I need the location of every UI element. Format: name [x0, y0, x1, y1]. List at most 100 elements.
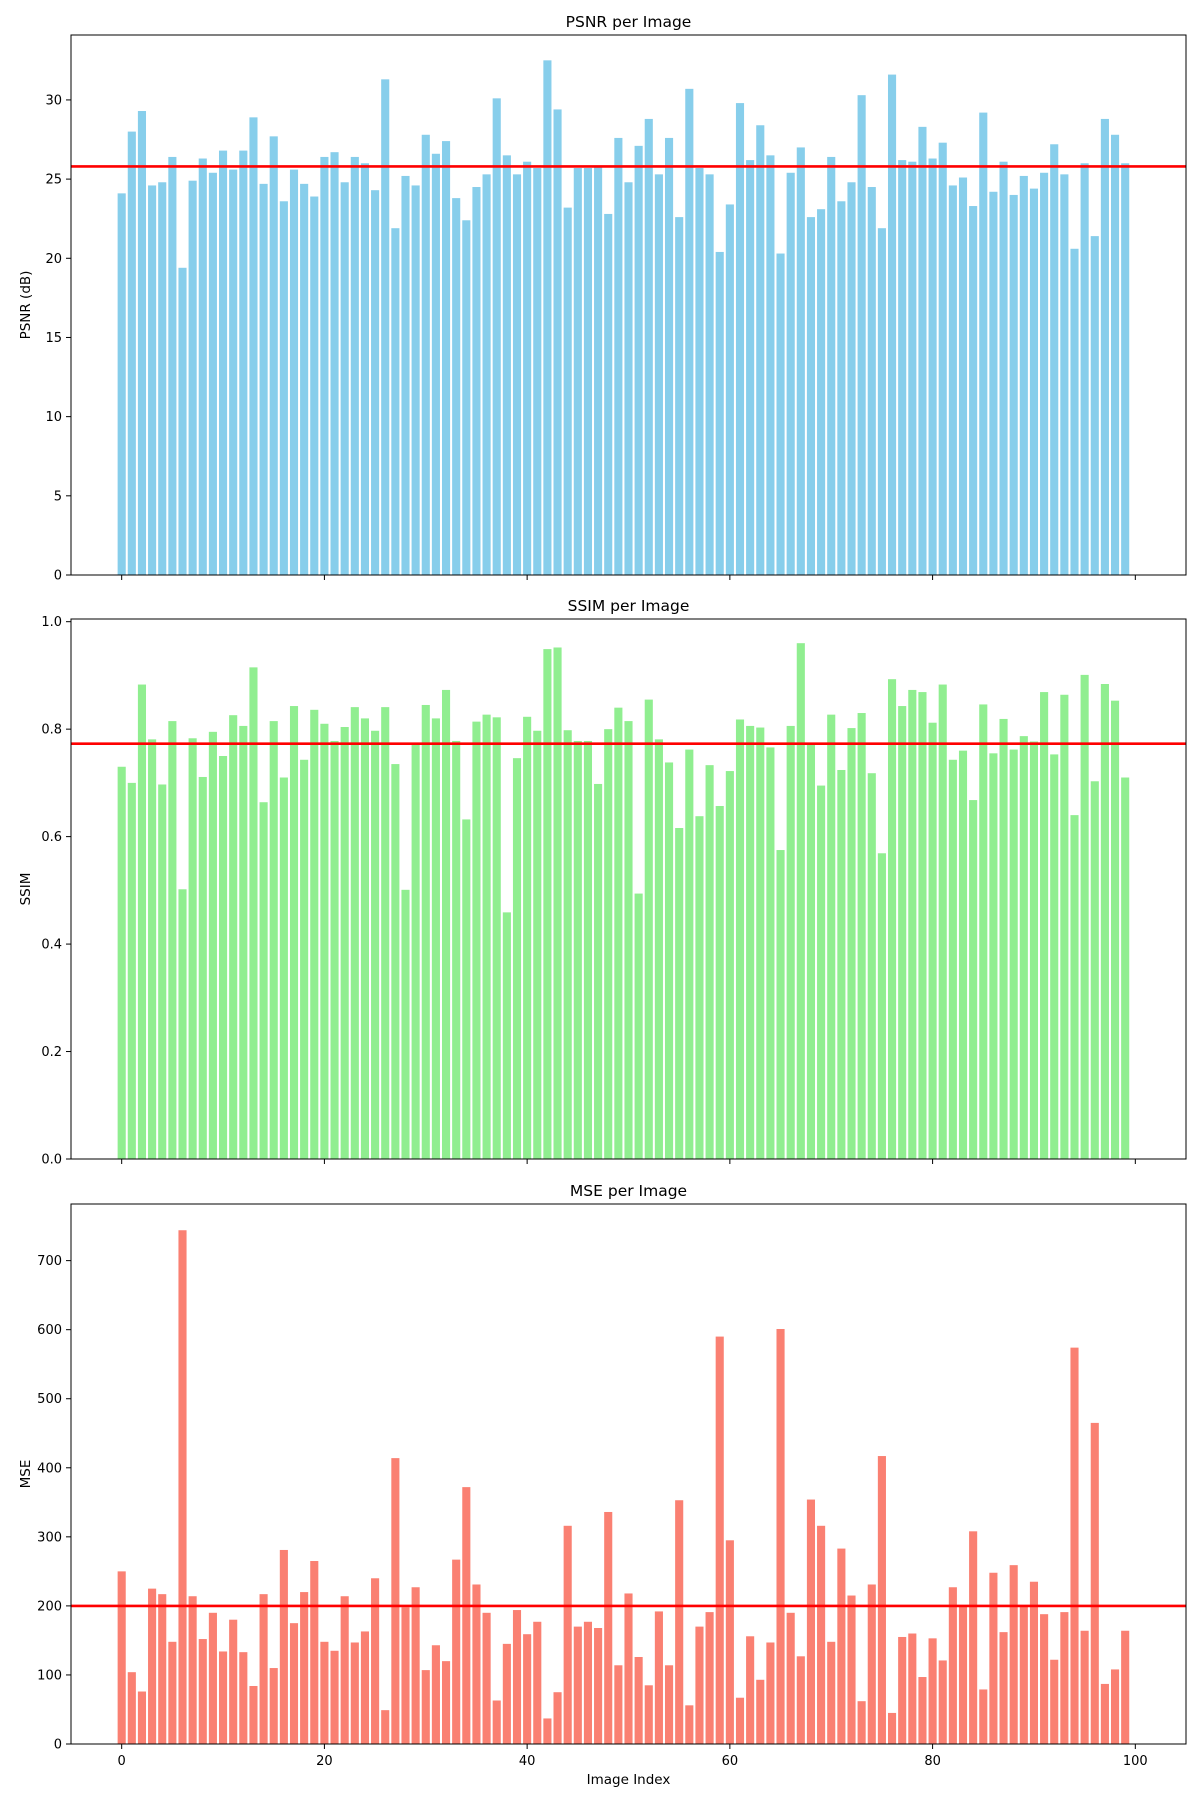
bar — [695, 1626, 704, 1744]
bar — [1009, 1565, 1018, 1744]
bar — [756, 1679, 765, 1744]
bar — [350, 707, 359, 1159]
bar — [604, 213, 613, 575]
bar — [360, 1631, 370, 1744]
bar — [340, 182, 349, 575]
bar — [654, 174, 663, 575]
bar — [594, 1627, 603, 1744]
bar — [523, 1634, 532, 1744]
bar — [310, 1561, 319, 1744]
bar — [624, 1593, 633, 1744]
bar — [239, 1652, 248, 1744]
bar — [208, 731, 217, 1159]
bar — [918, 1677, 927, 1744]
chart-title: MSE per Image — [570, 1182, 687, 1200]
bar — [928, 1638, 937, 1744]
bar — [259, 802, 268, 1159]
y-tick-label: 500 — [37, 1392, 62, 1407]
bar — [675, 217, 684, 576]
chart-title: PSNR per Image — [566, 13, 692, 31]
bar — [827, 156, 836, 575]
bar — [796, 147, 805, 575]
y-tick-label: 0.8 — [41, 723, 62, 738]
bar — [776, 850, 785, 1159]
bar — [948, 1587, 957, 1744]
bar — [553, 109, 562, 576]
bar — [563, 730, 572, 1159]
bar — [218, 756, 228, 1159]
bar — [178, 1230, 187, 1744]
plot-frame — [70, 34, 1187, 576]
bar — [715, 251, 724, 575]
bar — [1080, 163, 1089, 575]
bar — [300, 183, 309, 576]
bar — [887, 74, 897, 575]
bar — [502, 155, 511, 575]
bar — [654, 739, 663, 1159]
bar — [117, 193, 126, 576]
bar — [218, 150, 228, 575]
bar — [938, 684, 947, 1159]
bar — [441, 689, 451, 1159]
bar — [127, 1672, 136, 1744]
y-tick-label: 600 — [37, 1323, 62, 1338]
bar — [999, 1632, 1008, 1744]
bar — [178, 889, 187, 1159]
x-axis-label: Image Index — [587, 1772, 671, 1788]
y-tick-label: 5 — [54, 489, 62, 504]
bar — [1110, 134, 1120, 575]
bar — [1100, 1683, 1109, 1744]
bar — [472, 187, 481, 575]
bar — [310, 709, 319, 1159]
bar — [249, 117, 258, 575]
bar — [695, 816, 704, 1159]
bar — [969, 206, 978, 575]
bar — [887, 679, 897, 1159]
bar — [1080, 674, 1089, 1159]
bar — [1080, 1630, 1089, 1744]
bar — [259, 183, 268, 576]
bar — [796, 1656, 805, 1744]
bar — [148, 185, 157, 575]
y-tick-label: 10 — [45, 410, 62, 425]
bar — [614, 1665, 623, 1744]
bar — [847, 182, 856, 575]
bar — [208, 1612, 217, 1744]
bar — [1019, 175, 1028, 575]
x-tick-label: 100 — [1123, 1754, 1148, 1769]
bar — [806, 217, 816, 576]
bar — [533, 730, 542, 1159]
bar — [827, 1641, 836, 1744]
bar — [969, 800, 978, 1159]
bar — [857, 713, 866, 1159]
bar — [1110, 700, 1120, 1159]
bar — [948, 759, 957, 1159]
bar — [806, 742, 816, 1159]
bar — [1040, 1614, 1049, 1744]
bar — [421, 704, 430, 1159]
bar — [654, 1611, 663, 1744]
bar — [928, 158, 937, 575]
bar — [1121, 163, 1130, 575]
bar — [1060, 1612, 1069, 1744]
bar — [492, 98, 501, 575]
bar — [705, 765, 714, 1159]
bar — [279, 777, 288, 1159]
bar — [117, 1571, 126, 1744]
bar — [482, 174, 491, 575]
bar — [725, 204, 734, 575]
bar — [188, 1596, 197, 1744]
bar — [675, 828, 684, 1159]
bar — [634, 1656, 643, 1744]
bar — [330, 740, 339, 1159]
bar — [867, 1584, 876, 1744]
bar — [1060, 694, 1069, 1159]
y-axis-label: SSIM — [18, 873, 34, 906]
bar — [938, 142, 947, 575]
bar — [330, 1650, 339, 1744]
bar — [664, 137, 674, 575]
bar — [401, 175, 410, 575]
bar — [583, 1621, 593, 1744]
bar — [1050, 1659, 1059, 1744]
bar — [391, 228, 400, 575]
